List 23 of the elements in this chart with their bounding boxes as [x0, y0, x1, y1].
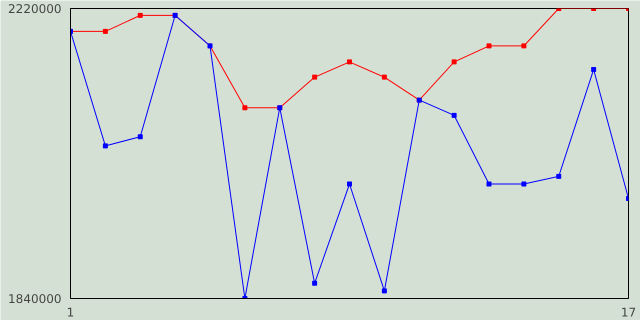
point: [521, 43, 526, 48]
point: [452, 112, 457, 118]
point: [312, 74, 318, 80]
point: [556, 174, 562, 179]
y-tick-label: 2220000: [8, 2, 62, 16]
point: [486, 43, 492, 48]
point: [102, 28, 108, 34]
point: [138, 134, 143, 140]
point: [486, 182, 492, 187]
point: [347, 182, 352, 187]
y-tick-label: 1840000: [8, 292, 62, 306]
point: [312, 280, 318, 286]
point: [138, 12, 143, 18]
point: [591, 67, 596, 72]
x-tick-label: 17: [620, 306, 636, 320]
point: [102, 143, 108, 148]
point: [347, 59, 352, 64]
point: [382, 74, 387, 80]
x-tick-label: 1: [66, 306, 74, 320]
point: [452, 59, 457, 64]
point: [242, 105, 248, 110]
point: [382, 288, 387, 294]
point: [521, 182, 526, 187]
